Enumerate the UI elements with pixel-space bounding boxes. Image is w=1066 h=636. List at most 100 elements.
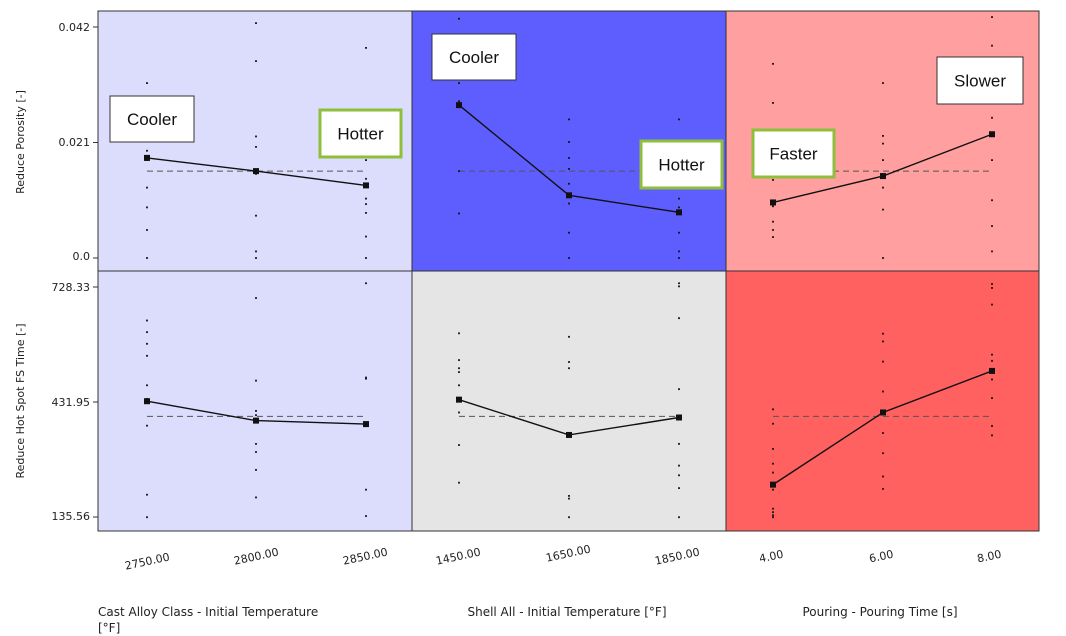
scatter-point [146, 149, 148, 152]
x-tick-label: 4.00 [758, 548, 785, 566]
scatter-point [882, 475, 884, 478]
series-marker [363, 421, 369, 428]
scatter-point [882, 159, 884, 161]
scatter-point [458, 444, 460, 446]
scatter-point [568, 118, 570, 121]
scatter-point [458, 170, 460, 172]
annotation-text: Faster [769, 145, 818, 164]
series-marker [880, 173, 886, 180]
series-marker [456, 102, 462, 109]
y-tick-label: 0.021 [59, 136, 91, 149]
scatter-point [458, 384, 460, 387]
scatter-point [255, 451, 257, 453]
scatter-point [772, 229, 774, 231]
x-tick-label: 1850.00 [654, 545, 701, 567]
scatter-point [991, 283, 993, 285]
scatter-point [255, 468, 257, 471]
scatter-point [458, 359, 460, 361]
scatter-point [882, 208, 884, 211]
series-marker [989, 367, 995, 374]
scatter-point [568, 182, 570, 185]
annotation-text: Slower [954, 72, 1006, 91]
scatter-point [365, 177, 367, 180]
scatter-point [772, 102, 774, 104]
scatter-point [678, 464, 680, 467]
scatter-point [882, 432, 884, 434]
scatter-point [255, 414, 257, 417]
scatter-point [678, 257, 680, 259]
series-marker [566, 192, 572, 199]
panel-frame [725, 270, 1040, 532]
scatter-point [365, 488, 367, 491]
scatter-point [991, 159, 993, 161]
scatter-point [991, 116, 993, 119]
scatter-point [772, 220, 774, 223]
scatter-point [678, 442, 680, 445]
scatter-point [255, 135, 257, 138]
scatter-point [678, 474, 680, 477]
scatter-point [458, 82, 460, 84]
scatter-point [365, 257, 367, 259]
scatter-point [678, 231, 680, 234]
series-lines [144, 102, 995, 488]
scatter-point [568, 367, 570, 370]
scatter-point [255, 379, 257, 382]
scatter-point [255, 410, 257, 412]
scatter-point [365, 515, 367, 517]
scatter-point [146, 229, 148, 231]
scatter-point [772, 488, 774, 491]
y-axis-title-hotspot: Reduce Hot Spot FS Time [-] [14, 323, 27, 478]
y-tick-label: 0.0 [73, 250, 91, 263]
x-tick-label: 2850.00 [342, 545, 389, 567]
annotation-box [109, 95, 195, 143]
x-tick-label: 1650.00 [545, 542, 592, 564]
scatter-point [568, 494, 570, 497]
panel-background [98, 271, 412, 531]
scatter-point [991, 359, 993, 362]
scatter-point [882, 360, 884, 363]
scatter-point [991, 303, 993, 306]
x-axis-title-pouring: Pouring - Pouring Time [s] [802, 605, 957, 619]
x-axis-title-cast-alloy-unit: [°F] [98, 621, 120, 635]
x-tick-label: 2800.00 [233, 545, 280, 567]
scatter-point [146, 424, 148, 427]
scatter-point [991, 378, 993, 381]
scatter-point [146, 206, 148, 209]
scatter-point [365, 159, 367, 161]
scatter-point [991, 16, 993, 18]
scatter-point [772, 179, 774, 181]
scatter-point [882, 82, 884, 84]
scatter-point [882, 452, 884, 455]
scatter-point [678, 118, 680, 121]
scatter-point [365, 203, 367, 205]
annotation-slower: Slower [936, 56, 1024, 105]
scatter-point [365, 376, 367, 379]
x-tick-label: 6.00 [868, 548, 895, 566]
scatter-point [458, 371, 460, 374]
scatter-point [882, 142, 884, 145]
scatter-point [568, 157, 570, 159]
scatter-point [146, 82, 148, 84]
scatter-point [255, 60, 257, 62]
scatter-point [568, 168, 570, 170]
scatter-point [568, 231, 570, 234]
scatter-point [991, 199, 993, 202]
scatter-point [991, 434, 993, 437]
scatter-point [458, 212, 460, 215]
series-marker [363, 182, 369, 189]
annotation-hotter: Hotter [318, 108, 403, 159]
scatter-point [678, 487, 680, 490]
scatter-point [146, 342, 148, 345]
scatter-point [568, 257, 570, 259]
scatter-point [255, 257, 257, 259]
scatter-point [772, 471, 774, 474]
series-marker [456, 396, 462, 403]
x-tick-label: 8.00 [976, 548, 1003, 566]
scatter-point [568, 516, 570, 519]
series-marker [676, 414, 682, 421]
scatter-point [772, 516, 774, 519]
scatter-point [772, 462, 774, 465]
scatter-point [772, 507, 774, 510]
scatter-point [772, 236, 774, 238]
